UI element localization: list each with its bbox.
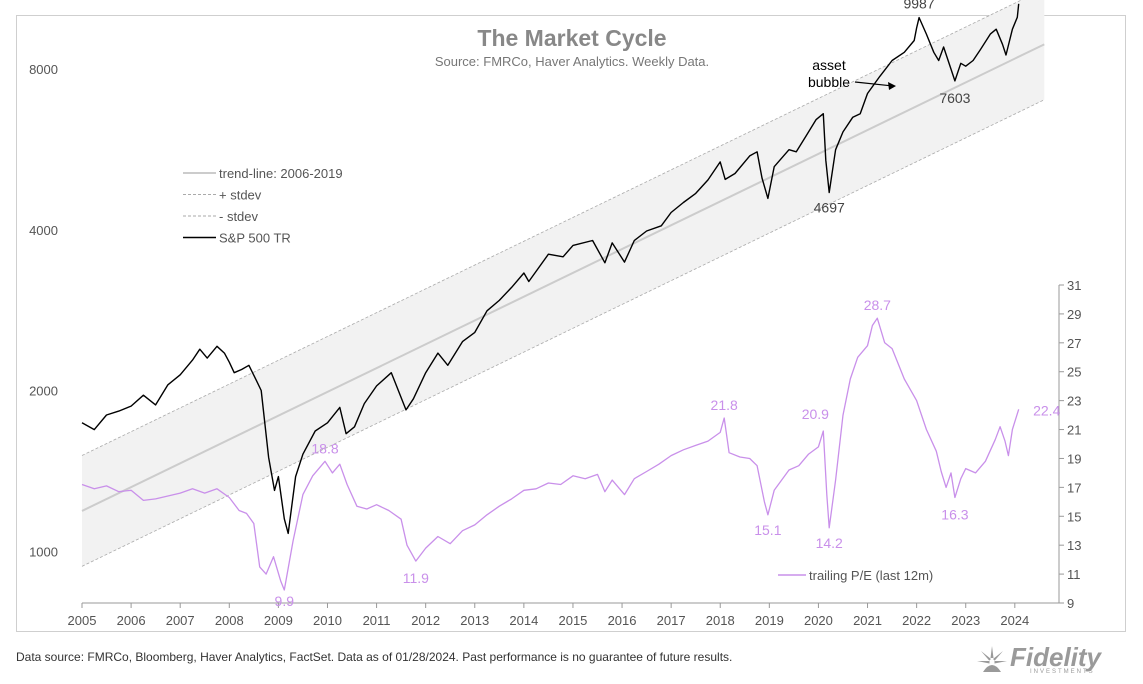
axes: 2005 2006 2007 2008 2009 2010 2011 2012 2013 2014… bbox=[29, 62, 1081, 628]
x-tick-label: 2014 bbox=[509, 613, 538, 628]
fidelity-logo: Fidelity INVESTMENTS bbox=[976, 642, 1136, 678]
annotations: assetbubble9987105987603469728.721.820.9… bbox=[275, 0, 1061, 609]
x-tick-label: 2009 bbox=[264, 613, 293, 628]
market-cycle-chart: The Market Cycle Source: FMRCo, Haver An… bbox=[29, 0, 1081, 628]
x-tick-label: 2018 bbox=[706, 613, 735, 628]
series bbox=[81, 3, 1020, 591]
footnote: Data source: FMRCo, Bloomberg, Haver Ana… bbox=[16, 650, 733, 664]
right-tick-label: 29 bbox=[1067, 307, 1081, 322]
x-tick-label: 2010 bbox=[313, 613, 342, 628]
annotation-label: 9.9 bbox=[275, 593, 295, 609]
chart-subtitle: Source: FMRCo, Haver Analytics. Weekly D… bbox=[435, 54, 709, 69]
annotation-label: 4697 bbox=[814, 200, 845, 216]
legend-label: - stdev bbox=[219, 209, 259, 224]
bubble-arrow-line bbox=[854, 81, 894, 87]
x-tick-label: 2015 bbox=[558, 613, 587, 628]
bubble-arrow-head bbox=[888, 82, 896, 90]
annotation-label: 21.8 bbox=[711, 397, 738, 413]
legend-label: S&P 500 TR bbox=[219, 231, 291, 246]
annotation-label: 9987 bbox=[903, 0, 934, 12]
annotation-label: 18.8 bbox=[311, 440, 338, 456]
x-tick-label: 2021 bbox=[853, 613, 882, 628]
left-tick-label: 1000 bbox=[29, 544, 58, 559]
plus-stdev-line bbox=[81, 0, 1023, 456]
x-tick-label: 2022 bbox=[902, 613, 931, 628]
legend-label: + stdev bbox=[219, 188, 262, 203]
x-tick-label: 2020 bbox=[804, 613, 833, 628]
x-tick-label: 2008 bbox=[215, 613, 244, 628]
right-tick-label: 13 bbox=[1067, 538, 1081, 553]
right-tick-label: 31 bbox=[1067, 278, 1081, 293]
x-tick-label: 2006 bbox=[117, 613, 146, 628]
annotation-label: bubble bbox=[808, 74, 850, 90]
x-tick-label: 2024 bbox=[1000, 613, 1029, 628]
sp500-line bbox=[81, 3, 1020, 535]
right-tick-label: 19 bbox=[1067, 451, 1081, 466]
trend-line bbox=[81, 43, 1045, 512]
minus-stdev-line bbox=[81, 99, 1045, 567]
right-tick-label: 11 bbox=[1067, 567, 1081, 582]
annotation-label: 28.7 bbox=[864, 297, 891, 313]
right-tick-label: 21 bbox=[1067, 423, 1081, 438]
x-tick-label: 2007 bbox=[166, 613, 195, 628]
left-tick-label: 4000 bbox=[29, 223, 58, 238]
left-tick-label: 8000 bbox=[29, 62, 58, 77]
logo-subtext: INVESTMENTS bbox=[1030, 669, 1095, 675]
fidelity-logo-icon bbox=[977, 646, 1007, 672]
annotation-label: 16.3 bbox=[941, 506, 968, 522]
stdev-band bbox=[81, 0, 1045, 567]
stdev-band-fill bbox=[82, 0, 1045, 567]
left-tick-label: 2000 bbox=[29, 384, 58, 399]
annotation-label: 11.9 bbox=[403, 570, 429, 586]
x-tick-label: 2005 bbox=[68, 613, 97, 628]
x-tick-label: 2016 bbox=[608, 613, 637, 628]
annotation-label: asset bbox=[812, 57, 846, 73]
right-tick-label: 27 bbox=[1067, 336, 1081, 351]
legend: trend-line: 2006-2019 + stdev - stdev S&P 5… bbox=[183, 166, 933, 583]
right-tick-label: 23 bbox=[1067, 394, 1081, 409]
annotation-label: 22.4 bbox=[1033, 402, 1060, 418]
annotation-label: 20.9 bbox=[802, 406, 829, 422]
logo-wordmark: Fidelity bbox=[1010, 642, 1102, 672]
chart-title: The Market Cycle bbox=[477, 25, 666, 51]
annotation-label: 7603 bbox=[939, 90, 970, 106]
right-tick-label: 17 bbox=[1067, 480, 1081, 495]
x-tick-label: 2023 bbox=[951, 613, 980, 628]
x-tick-label: 2011 bbox=[363, 613, 391, 628]
right-tick-label: 9 bbox=[1067, 596, 1074, 611]
right-tick-label: 25 bbox=[1067, 365, 1081, 380]
pe-line bbox=[81, 317, 1020, 591]
legend-label: trend-line: 2006-2019 bbox=[219, 166, 343, 181]
chart-frame bbox=[16, 15, 1126, 632]
x-tick-label: 2013 bbox=[460, 613, 489, 628]
x-tick-label: 2012 bbox=[411, 613, 440, 628]
pe-legend-label: trailing P/E (last 12m) bbox=[809, 568, 933, 583]
x-tick-label: 2017 bbox=[657, 613, 686, 628]
annotation-label: 15.1 bbox=[754, 522, 781, 538]
right-tick-label: 15 bbox=[1067, 509, 1081, 524]
x-tick-label: 2019 bbox=[755, 613, 784, 628]
annotation-label: 14.2 bbox=[816, 535, 843, 551]
